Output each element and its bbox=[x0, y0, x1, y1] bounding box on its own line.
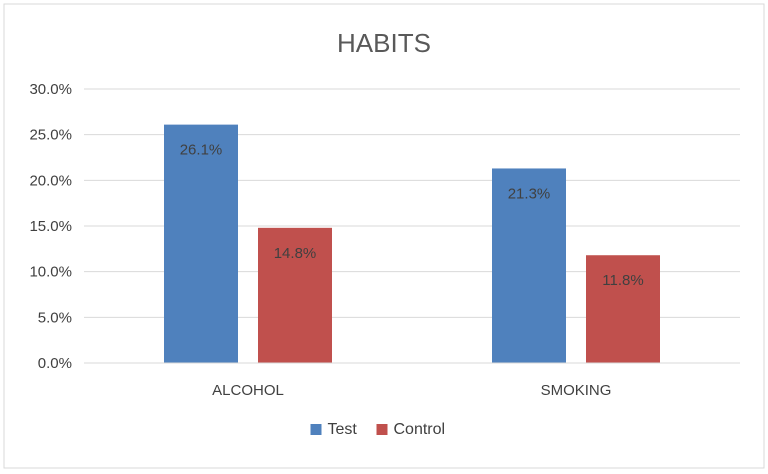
legend-swatch-control bbox=[376, 424, 388, 435]
y-axis: 0.0% 5.0% 10.0% 15.0% 20.0% 25.0% 30.0% bbox=[29, 81, 72, 372]
y-tick-label: 0.0% bbox=[38, 355, 72, 372]
legend-swatch-test bbox=[310, 424, 322, 435]
chart-title: HABITS bbox=[337, 28, 431, 58]
data-labels: 26.1% 14.8% 21.3% 11.8% bbox=[180, 142, 644, 290]
bar-control-alcohol bbox=[258, 227, 332, 363]
data-label: 26.1% bbox=[180, 142, 223, 159]
x-tick-label: SMOKING bbox=[541, 382, 612, 399]
data-label: 14.8% bbox=[274, 245, 317, 262]
x-axis: ALCOHOL SMOKING bbox=[84, 362, 740, 399]
data-label: 21.3% bbox=[508, 185, 551, 202]
bars bbox=[164, 124, 660, 364]
bar-control-smoking bbox=[586, 255, 660, 363]
y-tick-label: 30.0% bbox=[29, 81, 72, 98]
y-tick-label: 20.0% bbox=[29, 172, 72, 189]
bar-test-smoking bbox=[492, 168, 566, 363]
x-tick-label: ALCOHOL bbox=[212, 382, 284, 399]
legend: Test Control bbox=[310, 421, 446, 438]
legend-label-control: Control bbox=[394, 421, 446, 438]
data-label: 11.8% bbox=[602, 272, 643, 289]
y-tick-label: 10.0% bbox=[29, 264, 72, 281]
bar-test-alcohol bbox=[164, 124, 238, 364]
legend-label-test: Test bbox=[328, 421, 358, 438]
y-tick-label: 15.0% bbox=[29, 218, 72, 235]
y-tick-label: 25.0% bbox=[29, 127, 72, 144]
chart-frame bbox=[3, 3, 765, 469]
y-tick-label: 5.0% bbox=[38, 309, 72, 326]
